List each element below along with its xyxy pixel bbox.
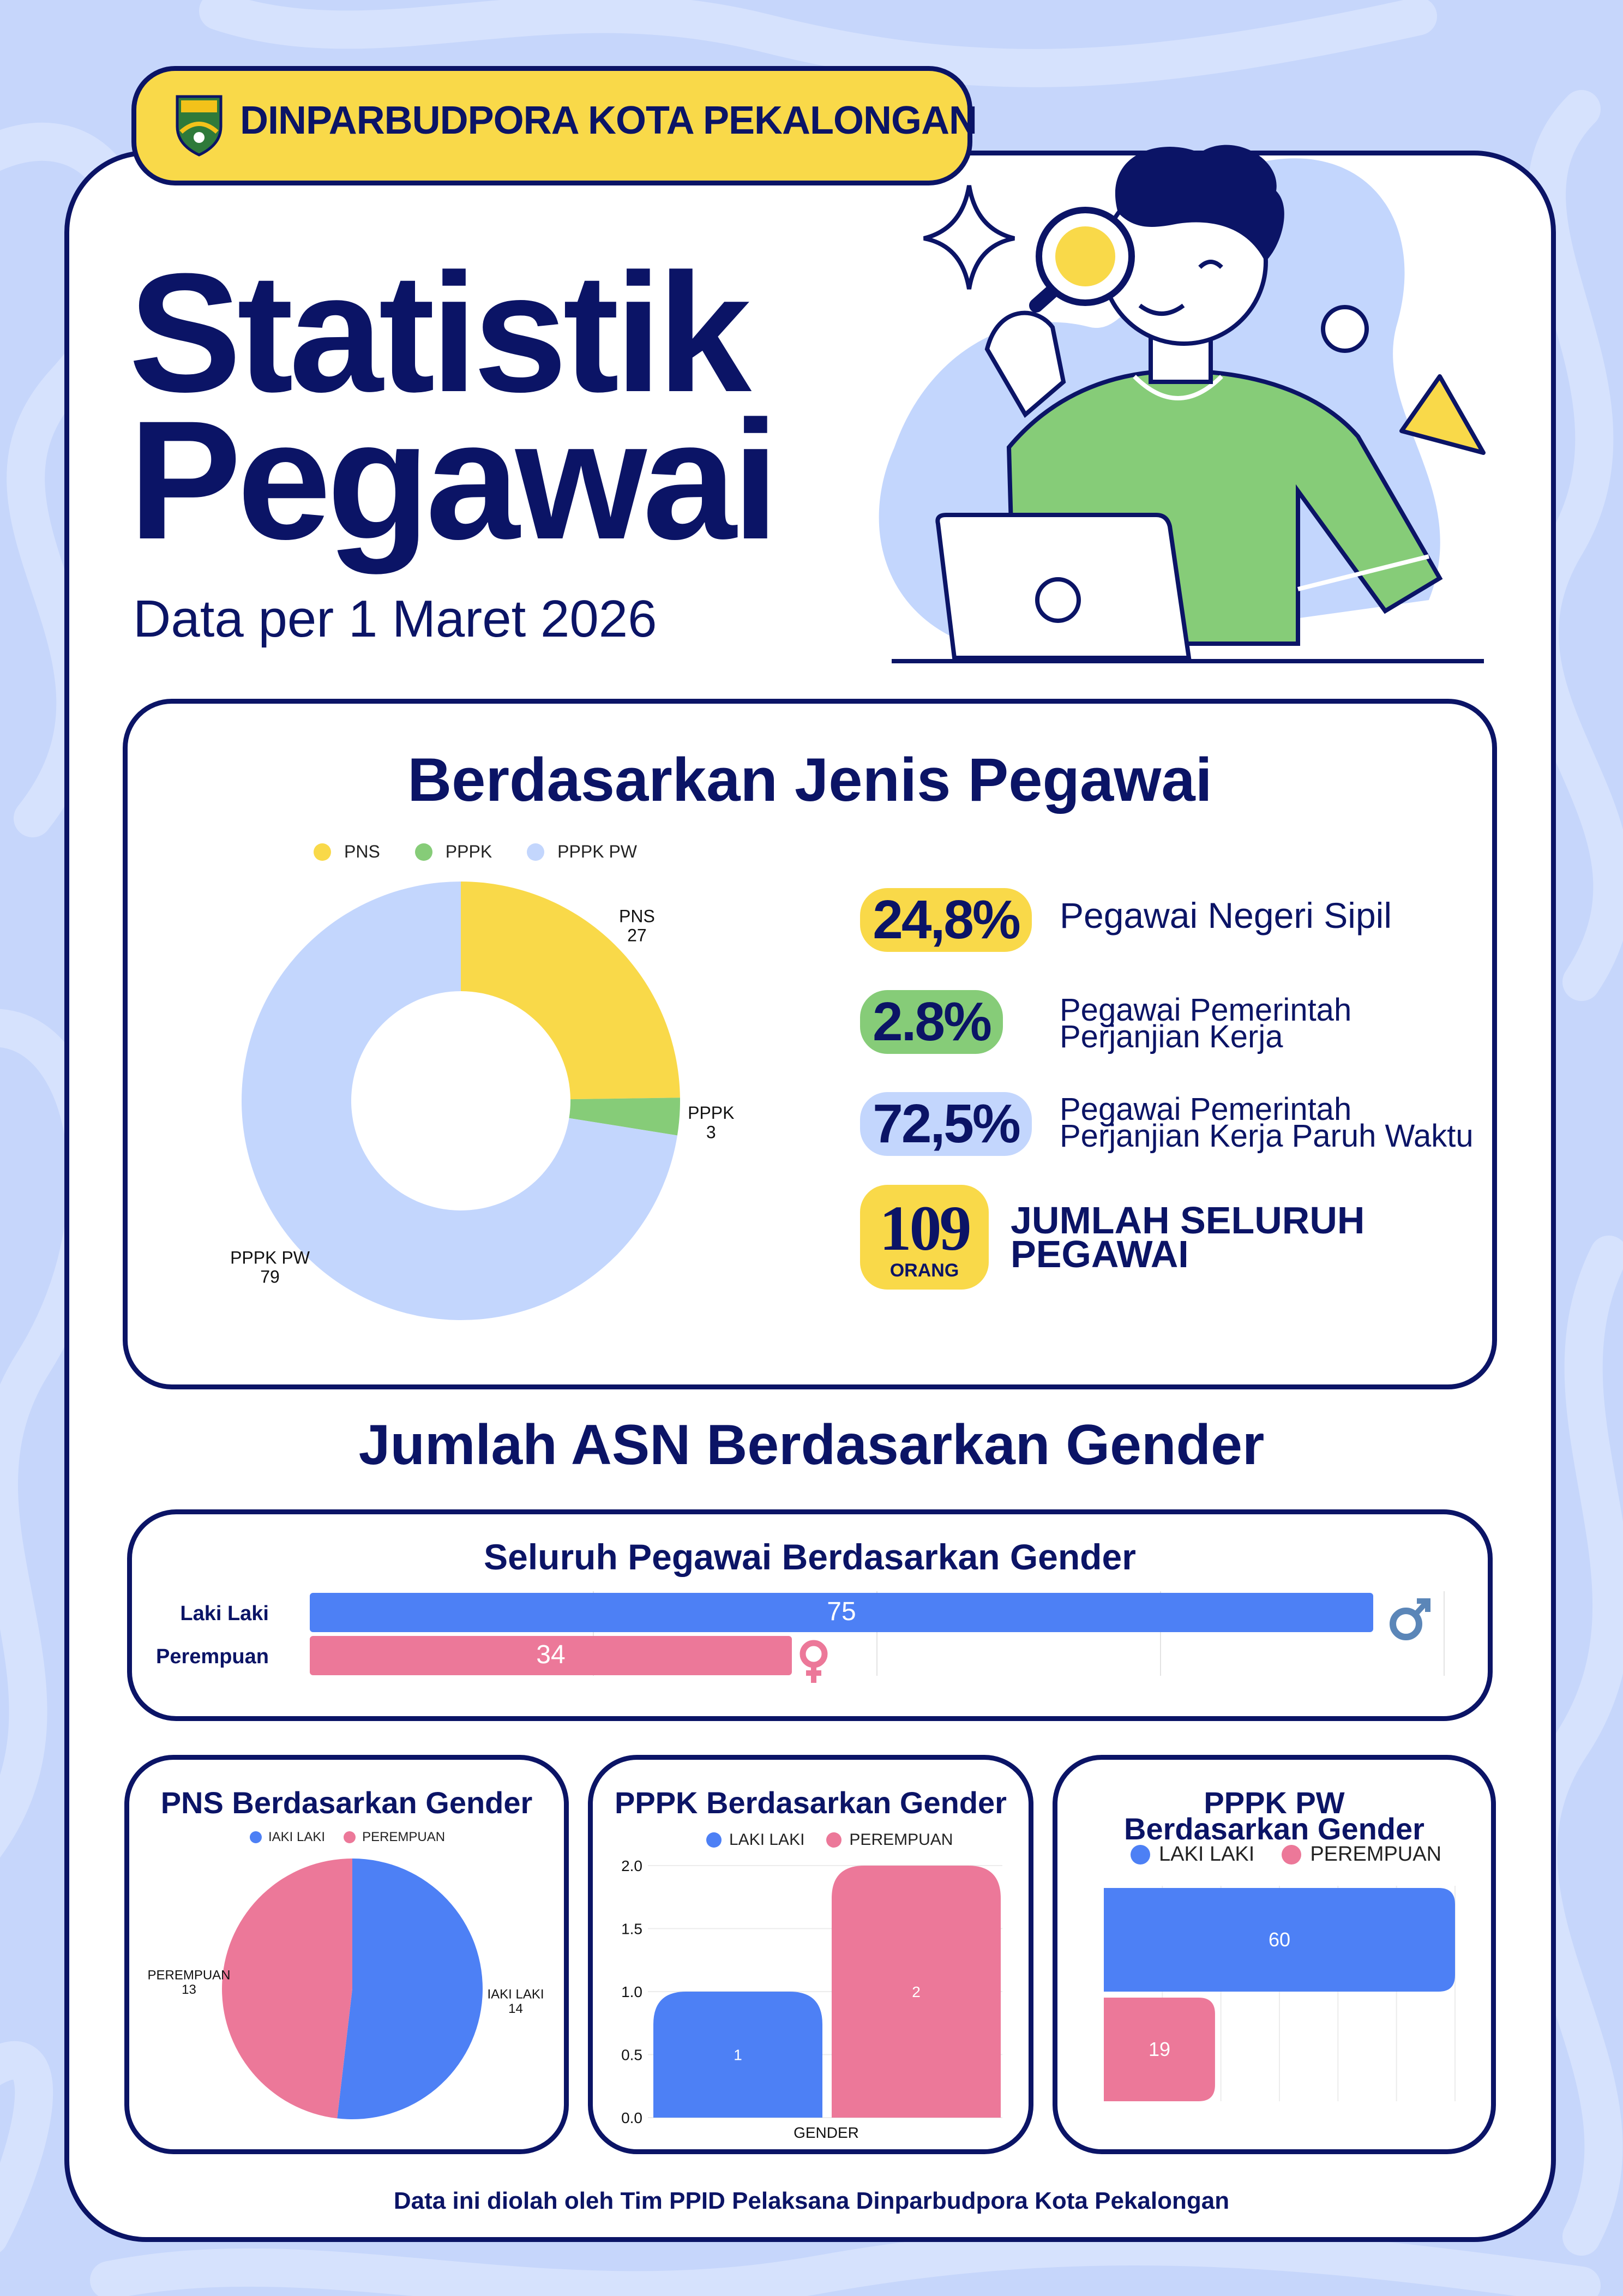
legend-label-laki: LAKI LAKI [1159,1843,1255,1866]
bar-value: 1 [734,2047,742,2064]
bar-value: 2 [912,1983,921,2000]
bar-laki-laki [1104,1888,1455,1992]
x-axis-label: GENDER [794,2124,859,2141]
slice-label-iaki-laki: IAKI LAKI [487,1987,544,2001]
slice-value-iaki-laki: 14 [508,2001,523,2016]
female-symbol-icon [800,1640,828,1668]
slice-pppk [569,1098,680,1136]
slice-label-pppk-pw: PPPK PW [230,1248,310,1267]
bar-laki-laki [653,1992,822,2118]
stat-badge-pns: 24,8% [860,888,1032,952]
overall-gender-title: Seluruh Pegawai Berdasarkan Gender [484,1537,1136,1577]
legend-label-pns: PNS [344,842,380,861]
gender-heading: Jumlah ASN Berdasarkan Gender [358,1413,1265,1477]
slice-label-pppk: PPPK [688,1103,734,1123]
org-name: DINPARBUDPORA KOTA PEKALONGAN [240,99,977,142]
bar-value-perempuan: 34 [536,1640,565,1669]
y-tick-label: 1.5 [621,1921,642,1938]
legend-swatch-perempuan [344,1831,356,1843]
total-value: 109 [879,1192,972,1264]
y-tick-label: 2.0 [621,1857,642,1874]
stat-badge-pppk: 2.8% [860,990,1003,1054]
person-with-magnifier-illustration [879,145,1486,663]
female-symbol-cross-icon [806,1665,821,1683]
pns-gender-title: PNS Berdasarkan Gender [160,1785,533,1820]
slice-label-perempuan: PEREMPUAN [147,1968,230,1983]
legend-swatch-laki [250,1831,262,1843]
slice-iaki-laki [337,1859,483,2119]
total-unit: ORANG [889,1260,959,1281]
legend-label-laki: LAKI LAKI [729,1831,805,1849]
bar-value: 19 [1149,2038,1170,2060]
page-title-line1: Statistik [129,238,752,427]
pppk-gender-title: PPPK Berdasarkan Gender [615,1785,1007,1820]
pppk-pw-gender-title-line2: Berdasarkan Gender [1124,1812,1424,1846]
total-badge: 109 ORANG [860,1185,989,1290]
male-symbol-arrow-icon [1412,1598,1430,1617]
pppk-gender-bar-chart: 0.0 0.5 1.0 1.5 2.0 1 2 GENDER [621,1857,1002,2141]
overall-gender-bar-chart: 75 Laki Laki 34 Perempuan [156,1591,1445,1683]
legend-label-pppk-pw: PPPK PW [557,842,637,861]
pppk-gender-legend: LAKI LAKI PEREMPUAN [706,1831,953,1849]
date-text: Data per 1 Maret 2026 [133,590,657,648]
slice-pppk-pw [241,882,677,1320]
male-symbol-icon [1390,1608,1422,1640]
pppk-pw-gender-title-line1: PPPK PW [1204,1785,1345,1820]
org-header: DINPARBUDPORA KOTA PEKALONGAN [131,66,977,185]
slice-value-pppk: 3 [706,1122,716,1142]
legend-label-perempuan: PEREMPUAN [849,1831,953,1849]
bar-perempuan [1104,1998,1215,2101]
stat-label-pppk-pw-line1: Pegawai Pemerintah [1060,1092,1352,1127]
pppk-pw-gender-bar-chart: 60 19 [1104,1886,1456,2101]
legend-swatch-laki [1131,1844,1150,1865]
city-emblem-logo [176,95,223,157]
slice-label-pns: PNS [619,906,655,926]
donut-legend: PNS PPPK PPPK PW [314,842,637,862]
slice-value-pns: 27 [627,926,647,945]
legend-label-pppk: PPPK [445,842,492,861]
pns-gender-legend: IAKI LAKI PEREMPUAN [250,1830,445,1845]
stat-label-pns: Pegawai Negeri Sipil [1060,895,1392,936]
slice-perempuan [222,1859,352,2119]
page-title-line2: Pegawai [129,385,779,574]
legend-swatch-perempuan [1282,1844,1302,1865]
bar-category-laki-laki: Laki Laki [180,1602,269,1625]
y-tick-label: 0.5 [621,2047,642,2064]
slice-pns [461,882,680,1100]
stat-label-pppk-pw-line2: Perjanjian Kerja Paruh Waktu [1060,1118,1474,1154]
pppk-pw-gender-legend: LAKI LAKI PEREMPUAN [1131,1843,1441,1866]
y-tick-label: 1.0 [621,1983,642,2000]
stat-label-pppk-line2: Perjanjian Kerja [1060,1019,1283,1054]
total-label-line2: PEGAWAI [1011,1233,1189,1275]
bar-category-perempuan: Perempuan [156,1645,269,1668]
stat-badge-pppk-pw: 72,5% [860,1092,1032,1156]
stat-label-pppk-line1: Pegawai Pemerintah [1060,992,1352,1028]
bar-value-laki-laki: 75 [827,1597,856,1626]
footer-note: Data ini diolah oleh Tim PPID Pelaksana … [393,2187,1230,2214]
legend-label-laki: IAKI LAKI [268,1830,326,1844]
bar-value: 60 [1269,1928,1290,1951]
bar-perempuan [832,1866,1001,2118]
legend-label-perempuan: PEREMPUAN [362,1830,446,1844]
legend-swatch-perempuan [826,1832,842,1848]
legend-swatch-pns [314,843,331,861]
slice-value-pppk-pw: 79 [260,1267,280,1287]
bar-laki-laki [310,1593,1373,1632]
total-label-line1: JUMLAH SELURUH [1011,1199,1365,1242]
legend-label-perempuan: PEREMPUAN [1310,1843,1442,1866]
y-tick-label: 0.0 [621,2109,642,2126]
slice-value-perempuan: 13 [182,1982,196,1997]
legend-swatch-pppk [414,843,432,861]
bar-perempuan [310,1636,792,1675]
legend-swatch-laki [706,1832,722,1848]
section-title: Berdasarkan Jenis Pegawai [407,746,1212,814]
legend-swatch-pppk-pw [527,843,545,861]
